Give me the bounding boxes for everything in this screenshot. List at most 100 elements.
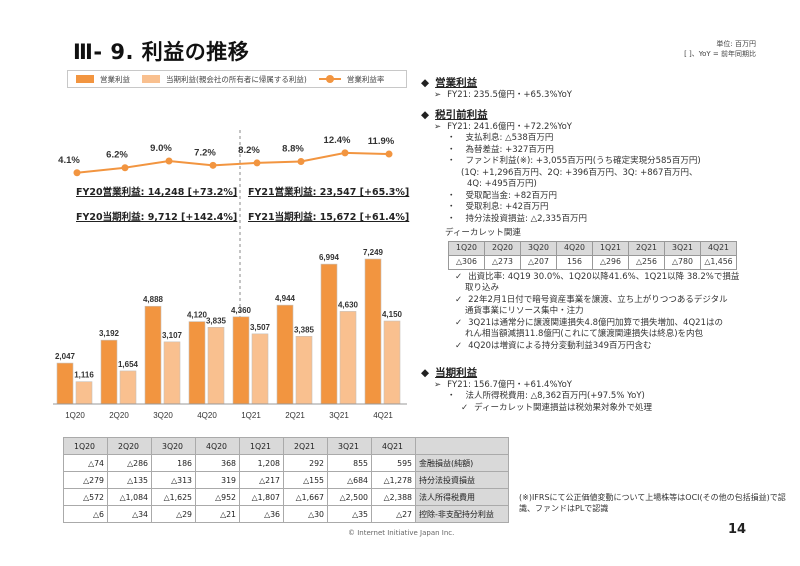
op-margin-label: 8.2% <box>238 145 260 156</box>
check-icon: ✓ <box>461 402 469 413</box>
bar-label-op-income: 4,360 <box>231 306 252 315</box>
check-text: 22年2月1日付で暗号資産事業を譲渡、立ち上がりつつあるデジタル <box>468 294 728 305</box>
breakdown-cell: △1,278 <box>371 471 416 489</box>
bar-net-income <box>295 336 313 405</box>
op-margin-point <box>209 161 217 169</box>
copyright: © Internet Initiative Japan Inc. <box>348 529 455 537</box>
op-section-title: 営業利益 <box>435 77 478 89</box>
bar-label-op-income: 6,994 <box>319 253 340 262</box>
commentary-panel: ◆ 営業利益 ➢ FY21: 235.5億円・+65.3%YoY ◆ 税引前利益… <box>421 74 791 414</box>
pretax-bullet: ・為替差益: +327百万円 <box>421 145 791 157</box>
breakdown-header-cell: 1Q20 <box>63 437 108 455</box>
legend-item-op-margin: 営業利益率 <box>318 74 384 85</box>
arrow-bullet-icon: ➢ <box>434 89 442 100</box>
bar-label-net-income: 4,630 <box>338 300 359 309</box>
pretax-bullet: ・受取利息: +42百万円 <box>421 202 791 214</box>
decurret-value-cell: △273 <box>484 254 521 270</box>
net-section-title: 当期利益 <box>435 367 478 379</box>
dot-bullet-icon: ・ <box>447 156 456 166</box>
bar-net-income <box>163 341 181 405</box>
x-tick-label: 3Q21 <box>329 411 349 420</box>
pretax-section-line: ➢ FY21: 241.6億円・+72.2%YoY <box>421 122 791 134</box>
breakdown-header-cell: 1Q21 <box>239 437 284 455</box>
chart-legend: 営業利益 当期利益(親会社の所有者に帰属する利益) 営業利益率 <box>67 70 407 88</box>
legend-item-net-income: 当期利益(親会社の所有者に帰属する利益) <box>142 74 307 85</box>
breakdown-cell: △36 <box>239 505 284 523</box>
breakdown-cell: △74 <box>63 454 108 472</box>
bar-op-income <box>144 305 162 405</box>
bar-label-op-income: 4,944 <box>275 294 296 303</box>
check-item: ✓ 22年2月1日付で暗号資産事業を譲渡、立ち上がりつつあるデジタル <box>421 295 791 307</box>
breakdown-header-row: 1Q20 2Q20 3Q20 4Q20 1Q21 2Q21 3Q21 4Q21 <box>63 437 509 455</box>
x-tick-label: 4Q20 <box>197 411 217 420</box>
fy21-net-summary: FY21当期利益: 15,672 [+61.4%] <box>248 212 410 223</box>
decurret-header-cell: 4Q20 <box>556 240 593 256</box>
pretax-bullet: ・持分法投資損益: △2,335百万円 <box>421 214 791 226</box>
bar-label-net-income: 3,507 <box>250 323 271 332</box>
op-margin-label: 7.2% <box>194 147 216 158</box>
breakdown-cell: △1,084 <box>107 488 152 506</box>
breakdown-cell: 1,208 <box>239 454 284 472</box>
legend-swatch-op-income <box>76 75 94 83</box>
check-text: 4Q20は増資による持分変動利益349百万円含む <box>468 340 652 351</box>
bar-net-income <box>339 311 357 405</box>
x-tick-label: 2Q20 <box>109 411 129 420</box>
breakdown-cell: △2,500 <box>327 488 372 506</box>
bar-op-income <box>364 258 382 405</box>
check-text: 3Q21は通常分に譲渡関連損失4.8億円加算で損失増加、4Q21はの <box>468 317 723 328</box>
bar-label-net-income: 1,654 <box>118 360 139 369</box>
decurret-value-cell: △306 <box>448 254 485 270</box>
page-number: 14 <box>728 522 747 537</box>
fy20-net-summary: FY20当期利益: 9,712 [+142.4%] <box>76 212 238 223</box>
op-margin-label: 8.8% <box>282 143 304 154</box>
breakdown-cell: △1,667 <box>283 488 328 506</box>
check-item: ✓ 出資比率: 4Q19 30.0%、1Q20以降41.6%、1Q21以降 38.… <box>421 272 791 284</box>
breakdown-cell: △6 <box>63 505 108 523</box>
op-margin-label: 6.2% <box>106 150 128 161</box>
bar-op-income <box>320 263 338 405</box>
breakdown-row-label: 控除-非支配持分利益 <box>415 505 509 523</box>
breakdown-cell: △572 <box>63 488 108 506</box>
op-margin-label: 4.1% <box>58 155 80 166</box>
unit-line-2: [ ]、YoY = 前年同期比 <box>684 50 756 58</box>
breakdown-cell: △30 <box>283 505 328 523</box>
check-item: ✓ ディーカレット関連損益は税効果対象外で処理 <box>421 403 791 415</box>
breakdown-row-label: 持分法投資損益 <box>415 471 509 489</box>
breakdown-cell: △135 <box>107 471 152 489</box>
decurret-value-cell: △207 <box>520 254 557 270</box>
op-section-line: ➢ FY21: 235.5億円・+65.3%YoY <box>421 90 791 102</box>
diamond-bullet-icon: ◆ <box>421 367 430 379</box>
breakdown-cell: △313 <box>151 471 196 489</box>
breakdown-row-label: 金融損益(純額) <box>415 454 509 472</box>
bar-op-income <box>56 362 74 405</box>
op-margin-point <box>253 159 261 167</box>
bar-op-income <box>276 304 294 405</box>
decurret-value-cell: △1,456 <box>700 254 737 270</box>
page-title: Ⅲ- 9. 利益の推移 <box>73 40 250 64</box>
check-icon: ✓ <box>455 317 463 328</box>
x-tick-label: 1Q20 <box>65 411 85 420</box>
net-section-text: FY21: 156.7億円・+61.4%YoY <box>447 379 573 390</box>
x-tick-label: 4Q21 <box>373 411 393 420</box>
bar-net-income <box>251 333 269 405</box>
x-tick-label: 3Q20 <box>153 411 173 420</box>
bar-label-op-income: 4,120 <box>187 311 208 320</box>
bar-label-net-income: 1,116 <box>74 371 94 380</box>
dot-bullet-icon: ・ <box>447 133 456 143</box>
decurret-value-cell: △296 <box>592 254 629 270</box>
decurret-header-cell: 1Q20 <box>448 240 485 256</box>
bar-op-income <box>232 316 250 405</box>
breakdown-header-cell: 2Q20 <box>107 437 152 455</box>
breakdown-cell: 292 <box>283 454 328 472</box>
legend-label-net-income: 当期利益(親会社の所有者に帰属する利益) <box>166 74 307 84</box>
bullet-text: 持分法投資損益: △2,335百万円 <box>465 213 587 224</box>
breakdown-cell: 595 <box>371 454 416 472</box>
decurret-header-cell: 3Q20 <box>520 240 557 256</box>
check-icon: ✓ <box>455 294 463 305</box>
breakdown-cell: △155 <box>283 471 328 489</box>
arrow-bullet-icon: ➢ <box>434 121 442 132</box>
bar-net-income <box>119 370 137 405</box>
breakdown-cell: △1,807 <box>239 488 284 506</box>
breakdown-table: 1Q20 2Q20 3Q20 4Q20 1Q21 2Q21 3Q21 4Q21 △74 △286 1… <box>63 437 509 523</box>
op-section-heading: ◆ 営業利益 <box>421 77 791 90</box>
